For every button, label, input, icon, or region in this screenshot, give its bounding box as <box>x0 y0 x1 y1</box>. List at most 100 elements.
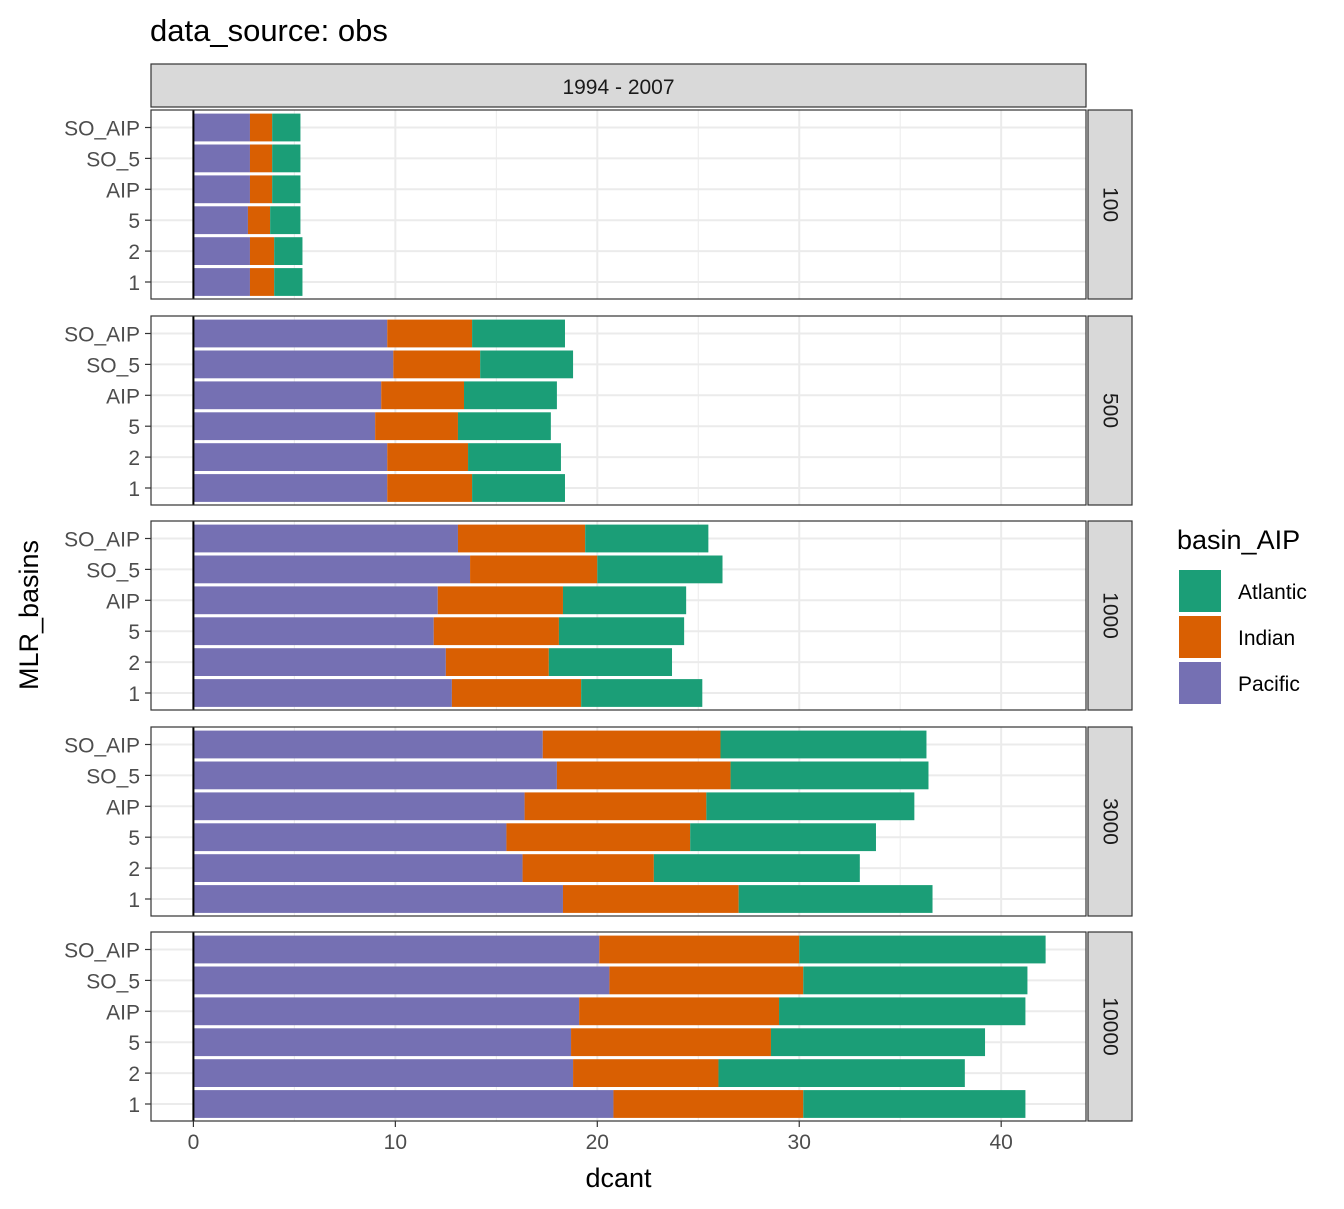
bar-atlantic-2 <box>548 648 673 676</box>
y-tick-label: 5 <box>128 210 140 233</box>
bar-atlantic-aip <box>562 586 687 615</box>
bar-atlantic-so_5 <box>597 555 723 584</box>
y-tick-label: SO_5 <box>86 765 140 788</box>
y-tick-label: SO_5 <box>86 970 140 993</box>
bar-indian-2 <box>387 443 469 471</box>
bar-pacific-5 <box>193 617 434 646</box>
bar-indian-so_aip <box>599 935 800 964</box>
bar-indian-aip <box>249 175 273 204</box>
panel-background <box>151 727 1086 916</box>
y-tick-label: SO_5 <box>86 559 140 582</box>
bar-indian-so_5 <box>470 555 598 584</box>
panel-border <box>150 315 1087 506</box>
panel-background <box>151 521 1086 710</box>
y-tick-label: 1 <box>128 683 140 706</box>
bar-indian-5 <box>571 1028 771 1057</box>
bar-atlantic-2 <box>468 443 561 471</box>
column-strip-box <box>150 63 1087 108</box>
panel-border <box>150 109 1087 300</box>
y-tick-label: AIP <box>106 1001 140 1024</box>
row-strip <box>1087 315 1133 506</box>
bar-pacific-aip <box>193 997 580 1026</box>
bar-pacific-1 <box>193 268 250 296</box>
bar-pacific-so_aip <box>193 935 600 964</box>
y-tick-label: SO_AIP <box>64 735 140 758</box>
bar-pacific-5 <box>193 206 248 235</box>
x-tick-label: 30 <box>788 1131 811 1154</box>
panel-border <box>150 726 1087 917</box>
legend: basin_AIP Atlantic Indian Pacific <box>1177 525 1307 704</box>
column-strip: 1994 - 2007 <box>150 63 1087 108</box>
panel-background <box>151 316 1086 505</box>
bar-atlantic-2 <box>653 854 860 882</box>
panel-border <box>150 931 1087 1122</box>
bar-indian-1 <box>249 268 275 296</box>
row-strip-label: 1000 <box>1099 592 1122 639</box>
y-tick-label: 2 <box>128 241 140 264</box>
bar-atlantic-1 <box>803 1090 1026 1118</box>
bar-indian-5 <box>247 206 271 235</box>
bar-pacific-2 <box>193 443 388 471</box>
bar-indian-1 <box>451 679 582 707</box>
bar-pacific-so_aip <box>193 113 250 142</box>
bar-indian-2 <box>249 237 275 265</box>
row-strip <box>1087 109 1133 300</box>
legend-label: Indian <box>1238 627 1295 650</box>
bar-pacific-aip <box>193 175 250 204</box>
facet-panel-3000: SO_AIP SO_5 AIP 5 2 1 3000 <box>64 726 1133 917</box>
legend-label: Pacific <box>1238 673 1300 696</box>
row-strip-label: 100 <box>1099 187 1122 222</box>
legend-items: Atlantic Indian Pacific <box>1179 570 1307 704</box>
bar-atlantic-2 <box>274 237 303 265</box>
bar-indian-so_5 <box>556 761 731 790</box>
bar-pacific-1 <box>193 885 563 913</box>
y-tick-label: SO_AIP <box>64 118 140 141</box>
bar-atlantic-5 <box>558 617 685 646</box>
bar-pacific-so_5 <box>193 144 250 173</box>
y-tick-label: 5 <box>128 827 140 850</box>
x-axis: 0 10 20 30 40 <box>188 1121 1013 1154</box>
bar-pacific-5 <box>193 1028 572 1057</box>
row-strip-label: 3000 <box>1099 798 1122 845</box>
y-tick-label: 1 <box>128 1094 140 1117</box>
x-tick-label: 20 <box>586 1131 609 1154</box>
bar-atlantic-5 <box>457 412 551 441</box>
bar-indian-aip <box>437 586 563 615</box>
bar-pacific-2 <box>193 854 523 882</box>
bar-atlantic-so_5 <box>803 966 1028 995</box>
row-strip <box>1087 931 1133 1122</box>
bar-pacific-1 <box>193 679 452 707</box>
legend-item-indian: Indian <box>1179 616 1295 658</box>
bar-indian-aip <box>524 792 707 821</box>
y-axis-title: MLR_basins <box>14 540 44 690</box>
bar-atlantic-so_aip <box>720 730 927 759</box>
bar-atlantic-so_aip <box>799 935 1046 964</box>
bar-indian-so_5 <box>609 966 804 995</box>
panel-background <box>151 110 1086 299</box>
bar-pacific-so_5 <box>193 966 610 995</box>
bar-indian-5 <box>375 412 458 441</box>
legend-item-atlantic: Atlantic <box>1179 570 1307 612</box>
bar-pacific-2 <box>193 237 250 265</box>
bar-indian-so_5 <box>393 350 481 379</box>
bar-atlantic-so_5 <box>272 144 301 173</box>
y-tick-label: 2 <box>128 652 140 675</box>
legend-label: Atlantic <box>1238 581 1307 604</box>
bar-atlantic-so_aip <box>585 524 709 553</box>
y-tick-label: 1 <box>128 272 140 295</box>
bar-pacific-so_aip <box>193 524 458 553</box>
y-tick-label: SO_AIP <box>64 324 140 347</box>
y-tick-label: AIP <box>106 796 140 819</box>
facet-panel-1000: SO_AIP SO_5 AIP 5 2 1 1000 <box>64 520 1133 711</box>
facet-panel-10000: SO_AIP SO_5 AIP 5 2 1 10000 <box>64 931 1133 1122</box>
bar-pacific-so_5 <box>193 761 557 790</box>
bar-atlantic-so_5 <box>730 761 929 790</box>
bar-atlantic-1 <box>738 885 933 913</box>
bar-atlantic-5 <box>270 206 301 235</box>
legend-swatch <box>1179 662 1221 704</box>
bar-indian-1 <box>613 1090 804 1118</box>
bar-atlantic-so_5 <box>480 350 574 379</box>
legend-item-pacific: Pacific <box>1179 662 1300 704</box>
bar-pacific-so_aip <box>193 319 388 348</box>
